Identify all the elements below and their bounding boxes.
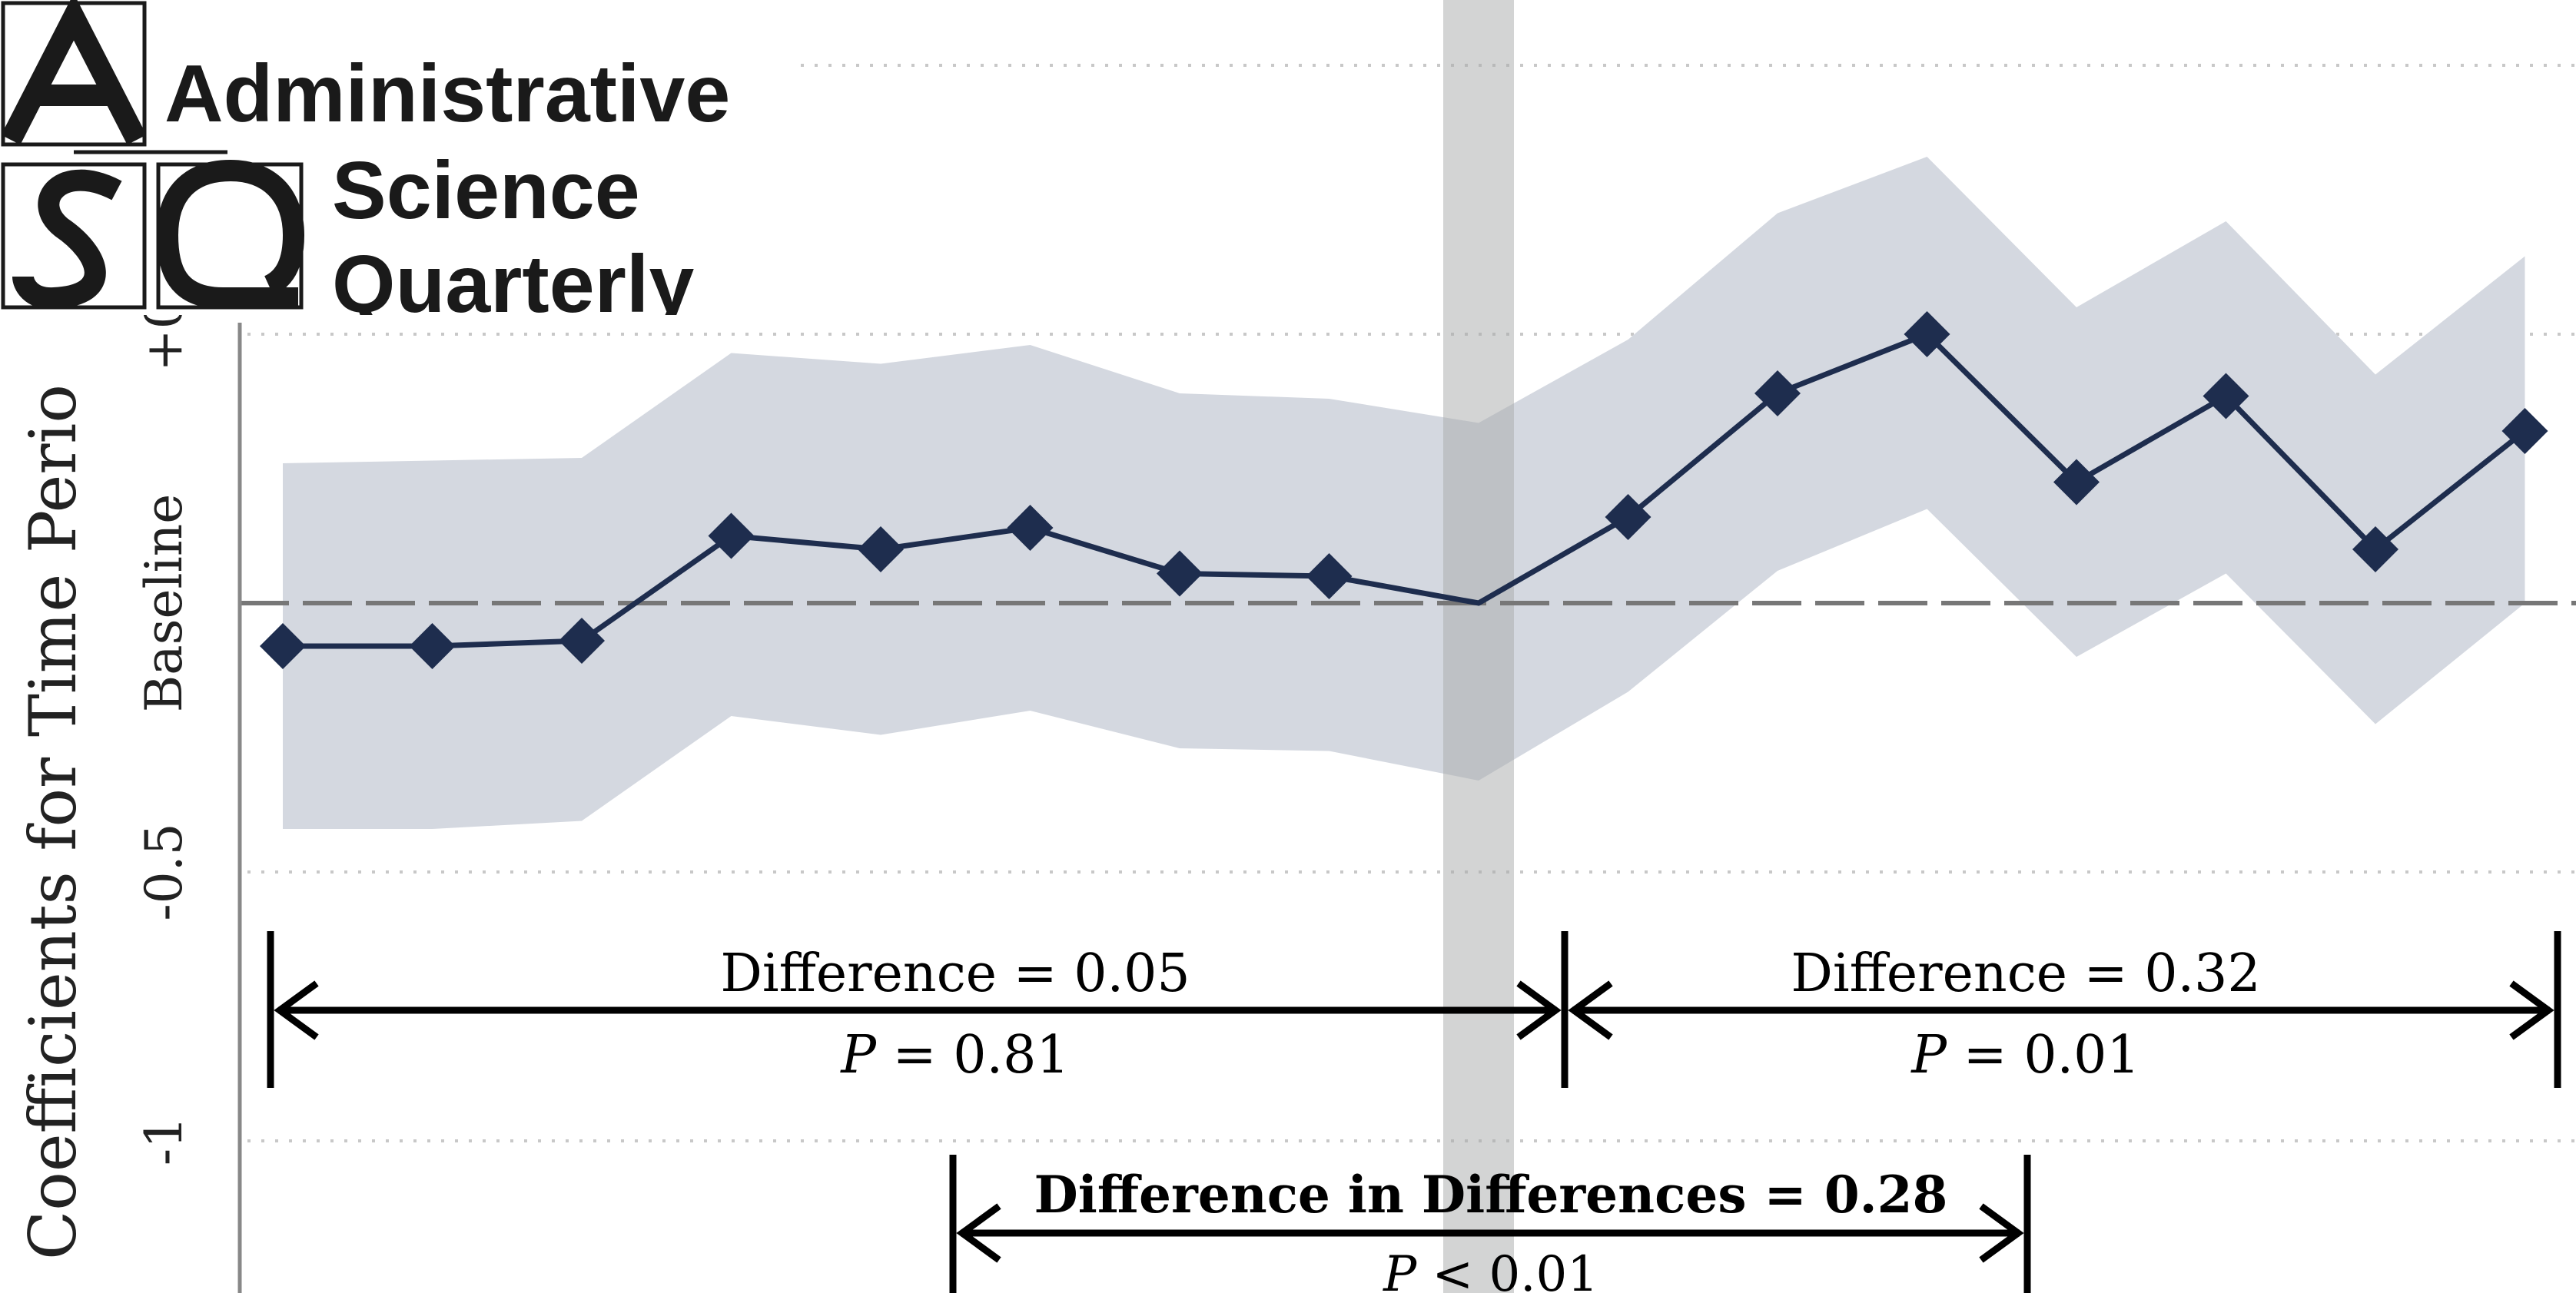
logo-line-2: Science [332,145,640,236]
logo-letter-q-shape [156,159,305,309]
data-point [2053,459,2100,506]
logo-letter-s-shape [12,169,122,310]
data-point [2501,408,2548,454]
data-point [1306,553,1353,599]
data-point [2203,373,2249,419]
data-point [708,512,755,559]
data-point [1157,550,1203,597]
logo-box-s [1,162,147,310]
journal-logo: Administrative Science Quarterly [0,0,799,315]
right-period-bracket: Difference = 0.32 P = 0.01 [1561,931,2561,1088]
logo-mark [1,0,305,310]
did-bracket: Difference in Differences = 0.28 P < 0.0… [949,1155,2031,1293]
right-p-value: = 0.01 [1947,1025,2140,1086]
left-bracket-arrowhead-right [1516,980,1562,1040]
y-tick-label: -1 [134,1116,194,1165]
confidence-interval-band [283,157,2525,829]
y-tick-label: -0.5 [134,823,194,920]
data-point [1007,505,1054,551]
left-difference-label: Difference = 0.05 [720,943,1190,1004]
left-p-value-label: P = 0.81 [839,1025,1069,1086]
right-difference-label: Difference = 0.32 [1791,943,2260,1004]
data-point [1605,494,1651,540]
right-p-value-label: P = 0.01 [1910,1025,2139,1086]
left-period-bracket: Difference = 0.05 P = 0.81 [267,931,1569,1088]
logo-line-3: Quarterly [332,239,694,315]
series-line [283,330,2527,649]
y-tick-label: Baseline [134,494,194,713]
data-point [1904,311,1950,357]
data-point [2352,526,2398,572]
right-p-symbol: P [1910,1025,1947,1086]
data-point [1754,370,1801,416]
data-point [858,526,904,572]
data-point [559,618,605,664]
did-p-value-label: P < 0.01 [1383,1246,1598,1293]
did-difference-label: Difference in Differences = 0.28 [1034,1165,1948,1225]
did-bracket-arrowhead-right [1979,1203,2024,1263]
data-point [409,623,456,669]
y-axis-label: Coefficients for Time Perio [15,384,91,1260]
left-p-symbol: P [839,1025,877,1086]
logo-line-1: Administrative [164,48,730,139]
did-p-symbol: P [1383,1246,1417,1293]
left-bracket-arrowhead-left [274,980,319,1040]
logo-letter-a-shape [1,0,147,145]
right-bracket-arrowhead-left [1568,980,1613,1040]
did-p-value: < 0.01 [1416,1246,1598,1293]
data-point [260,623,306,669]
data-points [260,311,2548,669]
event-period-band [1443,0,1514,1293]
left-p-value: = 0.81 [876,1025,1070,1086]
did-bracket-arrowhead-left [956,1203,1001,1263]
right-bracket-arrowhead-right [2509,980,2554,1040]
